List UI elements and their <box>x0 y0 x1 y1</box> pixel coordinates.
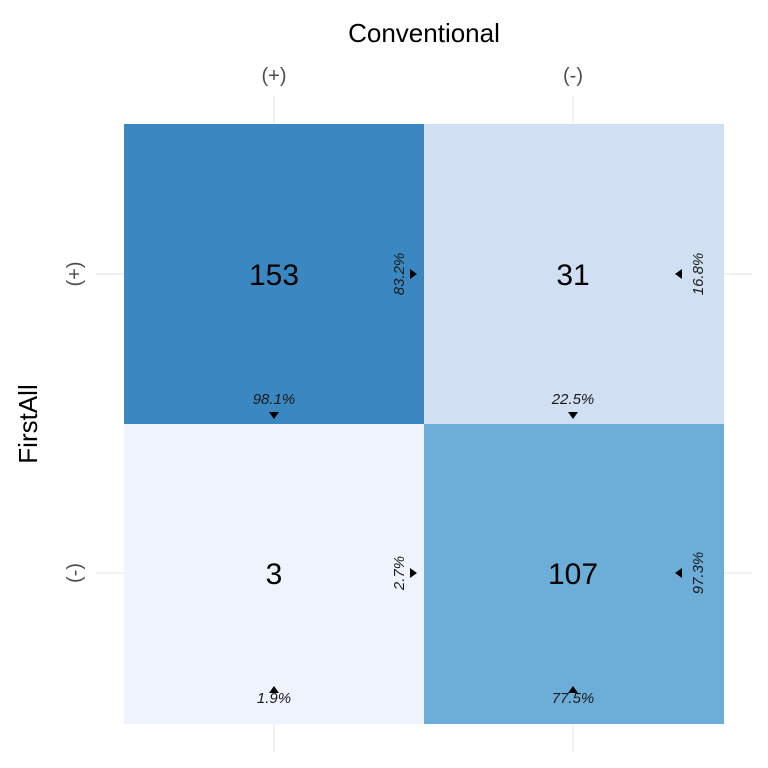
cell-1-1 <box>424 424 724 724</box>
col-pct-label-1-0: 1.9% <box>257 690 291 707</box>
y-tick-label-0: (+) <box>64 262 86 287</box>
matrix-cells <box>124 124 724 724</box>
col-pct-label-1-1: 77.5% <box>552 690 595 707</box>
axis-ticks: (+) (-) (+) (-) <box>64 65 583 583</box>
col-pct-label-0-1: 22.5% <box>551 391 595 408</box>
col-pct-label-0-0: 98.1% <box>253 391 296 408</box>
right-arrow-marker-0-0 <box>410 269 417 279</box>
x-tick-label-0: (+) <box>262 65 287 87</box>
cell-0-0 <box>124 124 424 424</box>
cell-count-0-0: 153 <box>249 259 299 292</box>
y-tick-label-1: (-) <box>64 563 86 583</box>
up-arrow-marker-1-1 <box>568 686 578 693</box>
x-tick-label-1: (-) <box>563 65 583 87</box>
right-arrow-marker-1-0 <box>410 568 417 578</box>
cell-count-1-0: 3 <box>266 558 283 591</box>
cell-labels: 153 98.1% 83.2% 31 22.5% 16.8% 3 1.9% 2.7% 107 77.… <box>249 253 707 707</box>
left-arrow-marker-1-1 <box>675 568 682 578</box>
row-pct-label-1-0: 2.7% <box>391 556 408 591</box>
row-pct-label-1-1: 97.3% <box>690 552 707 595</box>
down-arrow-marker-0-0 <box>269 412 279 419</box>
cell-0-1 <box>424 124 724 424</box>
down-arrow-marker-0-1 <box>568 412 578 419</box>
up-arrow-marker-1-0 <box>269 686 279 693</box>
cell-count-1-1: 107 <box>548 558 598 591</box>
x-axis-title: Conventional <box>348 18 500 48</box>
cell-count-0-1: 31 <box>556 259 589 292</box>
row-pct-label-0-0: 83.2% <box>391 253 408 296</box>
left-arrow-marker-0-1 <box>675 269 682 279</box>
cell-1-0 <box>124 424 424 724</box>
row-pct-label-0-1: 16.8% <box>690 253 707 296</box>
y-axis-title: FirstAll <box>13 384 43 463</box>
